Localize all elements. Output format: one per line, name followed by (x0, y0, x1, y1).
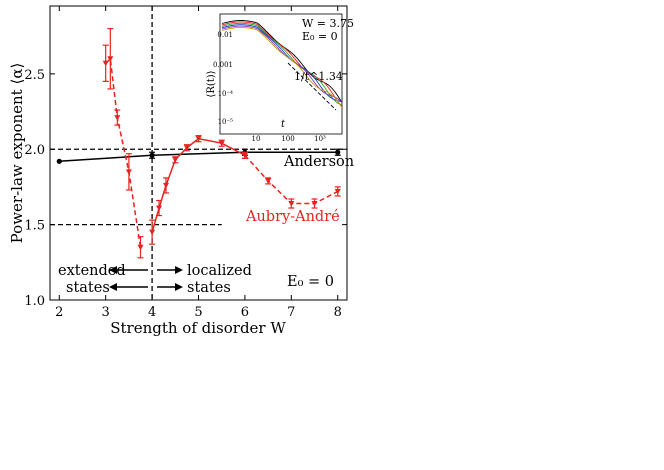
x-tick-label-2: 4 (148, 305, 156, 320)
inset-curve-4 (221, 25, 343, 104)
y-tick-label-0: 1.0 (24, 294, 45, 309)
inset-x-title: t (281, 119, 286, 130)
x-tick-label-1: 3 (102, 305, 110, 320)
inset-curve-2 (221, 22, 343, 106)
series-3 (241, 151, 341, 209)
x-tick-label-0: 2 (55, 305, 63, 320)
series-2-point-5 (195, 136, 202, 142)
inset-plot: W = 3.75 E₀ = 0 1/t^1.34 t ⟨R(t)⟩ 0.01 0… (206, 13, 354, 143)
x-axis-title: Strength of disorder W (110, 319, 286, 337)
inset-y-title: ⟨R(t)⟩ (206, 70, 217, 97)
localized-arrow-top (157, 266, 183, 274)
x-tick-label-3: 5 (194, 305, 202, 320)
series-2-point-3 (172, 157, 179, 163)
series-2-line (151, 137, 246, 233)
inset-ytick-2: 10⁻⁴ (218, 90, 234, 98)
series-2-point-6 (218, 140, 225, 147)
x-tick-label-5: 7 (287, 305, 295, 320)
series-2-point-4 (183, 145, 190, 151)
y-tick-label-3: 2.5 (24, 68, 45, 83)
inset-xtick-0: 10 (252, 135, 261, 143)
inset-curves (221, 20, 343, 109)
series-3-point-1 (265, 178, 272, 184)
inset-curve-5 (221, 27, 343, 109)
y-tick-label-2: 2.0 (24, 143, 45, 158)
y-axis-title: Power-law exponent ⟨α⟩ (8, 63, 26, 244)
series-3-point-3 (311, 201, 318, 207)
ticks-layer: 2 3 4 5 6 7 8 1.0 1.5 2.0 2.5 (24, 6, 347, 320)
x-tick-label-4: 6 (241, 305, 249, 320)
series-0-point-3 (335, 149, 341, 155)
localized-label-line2: states (187, 280, 231, 296)
series-2-point-2 (163, 182, 170, 189)
inset-curve-3 (221, 24, 343, 103)
x-tick-label-6: 8 (334, 305, 342, 320)
series-1-point-3 (125, 169, 132, 175)
series-0-point-0 (56, 158, 62, 164)
aubry-andre-label: Aubry-André (245, 209, 340, 225)
inset-xtick-1: 100 (281, 135, 294, 143)
inset-legend-line1: W = 3.75 (302, 17, 354, 30)
series-1-point-1 (107, 56, 114, 62)
inset-ytick-0: 0.01 (217, 31, 233, 39)
extended-arrow-bottom (109, 283, 148, 291)
series-3-point-4 (334, 188, 341, 195)
extended-arrow-top (109, 266, 148, 274)
y-tick-label-1: 1.5 (24, 219, 45, 234)
inset-ytick-3: 10⁻⁵ (218, 118, 234, 126)
series-2-point-0 (149, 229, 156, 236)
series-3-point-2 (288, 201, 295, 207)
energy-label: E₀ = 0 (287, 274, 334, 290)
extended-label-line2: states (66, 280, 110, 296)
series-1 (102, 28, 144, 259)
series-1-point-0 (102, 60, 109, 67)
inset-curve-1 (221, 21, 343, 107)
anderson-label: Anderson (283, 154, 354, 170)
inset-power-law-guide (287, 62, 337, 111)
inset-power-law-label: 1/t^1.34 (294, 70, 343, 83)
localized-label-line1: localized (187, 263, 252, 279)
series-layer (56, 28, 341, 259)
inset-ytick-1: 0.001 (213, 61, 233, 69)
inset-frame (219, 13, 343, 135)
series-1-point-2 (114, 115, 121, 121)
series-1-point-4 (137, 244, 144, 251)
series-2-point-1 (156, 205, 163, 212)
series-0-line (59, 151, 338, 163)
series-3-point-0 (241, 152, 248, 159)
extended-label-line1: extended (58, 263, 126, 279)
inset-legend-line2: E₀ = 0 (302, 30, 338, 43)
localized-arrow-bottom (157, 283, 183, 291)
inset-xtick-2: 10³ (314, 135, 326, 143)
series-0-point-1 (149, 152, 155, 158)
